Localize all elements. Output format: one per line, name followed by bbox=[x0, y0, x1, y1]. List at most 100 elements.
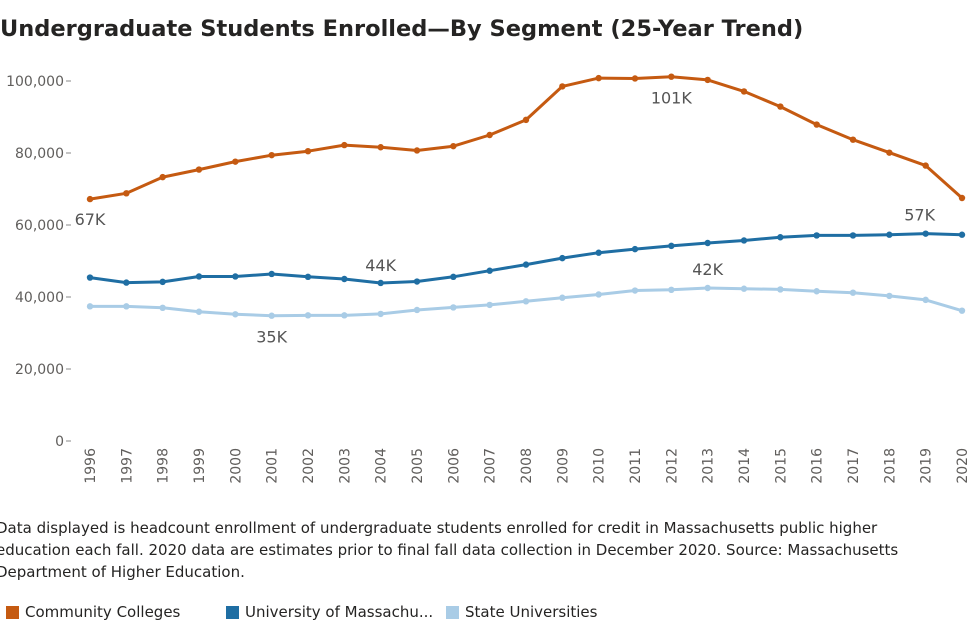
series-community-colleges bbox=[86, 73, 966, 203]
data-point-state-universities[interactable] bbox=[486, 301, 493, 309]
data-label: 57K bbox=[904, 206, 935, 225]
data-point-university-of-massachusetts[interactable] bbox=[450, 273, 457, 281]
data-point-community-colleges[interactable] bbox=[413, 147, 421, 154]
x-tick-label: 2002 bbox=[301, 448, 317, 484]
data-point-state-universities[interactable] bbox=[922, 296, 929, 304]
legend-swatch-state-universities bbox=[446, 605, 459, 619]
x-axis: 1996 1997 1998 1999 2000 2001 2002 2003 2004 2005… bbox=[83, 448, 971, 484]
data-point-community-colleges[interactable] bbox=[232, 158, 239, 165]
data-point-university-of-massachusetts[interactable] bbox=[631, 245, 639, 253]
data-point-community-colleges[interactable] bbox=[159, 173, 166, 181]
data-point-state-universities[interactable] bbox=[704, 284, 711, 292]
data-point-state-universities[interactable] bbox=[341, 312, 348, 319]
data-point-university-of-massachusetts[interactable] bbox=[486, 267, 493, 274]
data-point-community-colleges[interactable] bbox=[813, 121, 820, 128]
data-point-university-of-massachusetts[interactable] bbox=[268, 270, 275, 278]
legend-item-state-universities[interactable]: State Universities bbox=[446, 603, 597, 621]
data-point-state-universities[interactable] bbox=[595, 291, 602, 298]
data-point-state-universities[interactable] bbox=[522, 298, 530, 305]
data-point-university-of-massachusetts[interactable] bbox=[232, 273, 239, 280]
data-point-community-colleges[interactable] bbox=[668, 73, 675, 80]
data-point-university-of-massachusetts[interactable] bbox=[304, 273, 312, 281]
x-tick-label: 2017 bbox=[846, 448, 862, 484]
data-point-state-universities[interactable] bbox=[268, 312, 275, 319]
data-point-university-of-massachusetts[interactable] bbox=[341, 275, 348, 283]
data-point-community-colleges[interactable] bbox=[304, 148, 312, 155]
data-point-university-of-massachusetts[interactable] bbox=[413, 278, 421, 285]
data-point-university-of-massachusetts[interactable] bbox=[159, 278, 166, 286]
data-point-university-of-massachusetts[interactable] bbox=[813, 232, 820, 239]
legend-item-community-colleges[interactable]: Community Colleges bbox=[6, 603, 180, 621]
data-point-community-colleges[interactable] bbox=[123, 190, 130, 197]
data-point-state-universities[interactable] bbox=[123, 303, 130, 310]
data-point-community-colleges[interactable] bbox=[849, 136, 857, 143]
x-tick-label: 2006 bbox=[446, 448, 462, 484]
data-point-community-colleges[interactable] bbox=[595, 74, 602, 82]
data-point-community-colleges[interactable] bbox=[377, 144, 384, 151]
y-tick-label: 0 bbox=[55, 434, 64, 450]
data-point-community-colleges[interactable] bbox=[631, 75, 639, 82]
data-point-state-universities[interactable] bbox=[86, 303, 94, 310]
data-point-university-of-massachusetts[interactable] bbox=[849, 232, 857, 239]
data-point-university-of-massachusetts[interactable] bbox=[595, 249, 602, 256]
data-point-community-colleges[interactable] bbox=[450, 142, 457, 150]
data-point-university-of-massachusetts[interactable] bbox=[704, 239, 711, 247]
x-tick-label: 2013 bbox=[701, 448, 717, 484]
data-point-community-colleges[interactable] bbox=[522, 116, 530, 124]
data-point-state-universities[interactable] bbox=[232, 311, 239, 318]
data-point-community-colleges[interactable] bbox=[886, 149, 893, 156]
x-tick-label: 2001 bbox=[265, 448, 281, 484]
data-point-community-colleges[interactable] bbox=[958, 194, 966, 202]
data-point-community-colleges[interactable] bbox=[740, 88, 748, 95]
data-label: 35K bbox=[256, 328, 287, 347]
x-tick-label: 2015 bbox=[773, 448, 789, 484]
data-point-state-universities[interactable] bbox=[668, 286, 675, 293]
data-point-university-of-massachusetts[interactable] bbox=[740, 237, 748, 244]
data-point-state-universities[interactable] bbox=[195, 308, 203, 315]
data-point-community-colleges[interactable] bbox=[559, 83, 566, 90]
data-point-state-universities[interactable] bbox=[159, 304, 166, 311]
legend-item-university-of-massachusetts[interactable]: University of Massachu... bbox=[226, 603, 433, 621]
data-point-state-universities[interactable] bbox=[958, 307, 966, 314]
data-point-community-colleges[interactable] bbox=[777, 103, 784, 110]
data-point-university-of-massachusetts[interactable] bbox=[886, 231, 893, 238]
x-tick-label: 2016 bbox=[810, 448, 826, 484]
data-point-university-of-massachusetts[interactable] bbox=[86, 274, 94, 281]
data-point-university-of-massachusetts[interactable] bbox=[123, 279, 130, 286]
data-point-university-of-massachusetts[interactable] bbox=[668, 242, 675, 250]
data-point-community-colleges[interactable] bbox=[195, 166, 203, 173]
data-point-state-universities[interactable] bbox=[631, 287, 639, 294]
series-layer bbox=[86, 73, 966, 319]
x-tick-label: 2005 bbox=[410, 448, 426, 484]
data-point-university-of-massachusetts[interactable] bbox=[522, 261, 530, 268]
data-point-university-of-massachusetts[interactable] bbox=[377, 279, 384, 287]
legend-label-university-of-massachusetts: University of Massachu... bbox=[245, 603, 434, 621]
data-point-community-colleges[interactable] bbox=[704, 76, 711, 84]
data-point-community-colleges[interactable] bbox=[268, 151, 275, 159]
data-point-university-of-massachusetts[interactable] bbox=[922, 230, 929, 237]
x-tick-label: 2000 bbox=[228, 448, 244, 484]
data-point-state-universities[interactable] bbox=[377, 310, 384, 318]
data-point-state-universities[interactable] bbox=[450, 304, 457, 311]
chart-caption: Data displayed is headcount enrollment o… bbox=[0, 519, 899, 581]
data-point-state-universities[interactable] bbox=[886, 292, 893, 300]
data-point-community-colleges[interactable] bbox=[486, 131, 493, 139]
data-point-state-universities[interactable] bbox=[777, 286, 784, 293]
data-point-state-universities[interactable] bbox=[849, 289, 857, 296]
data-point-university-of-massachusetts[interactable] bbox=[958, 231, 966, 238]
data-point-community-colleges[interactable] bbox=[922, 162, 929, 169]
data-point-state-universities[interactable] bbox=[740, 285, 748, 292]
data-point-university-of-massachusetts[interactable] bbox=[195, 273, 203, 280]
data-point-state-universities[interactable] bbox=[813, 288, 820, 295]
data-label: 101K bbox=[651, 89, 693, 108]
y-tick-label: 20,000 bbox=[15, 362, 64, 378]
data-point-state-universities[interactable] bbox=[413, 306, 421, 314]
data-point-community-colleges[interactable] bbox=[341, 141, 348, 149]
data-point-state-universities[interactable] bbox=[304, 312, 312, 319]
data-point-university-of-massachusetts[interactable] bbox=[777, 234, 784, 241]
data-point-community-colleges[interactable] bbox=[86, 195, 94, 203]
data-point-university-of-massachusetts[interactable] bbox=[559, 254, 566, 262]
data-point-state-universities[interactable] bbox=[559, 294, 566, 301]
x-tick-label: 2010 bbox=[592, 448, 608, 484]
